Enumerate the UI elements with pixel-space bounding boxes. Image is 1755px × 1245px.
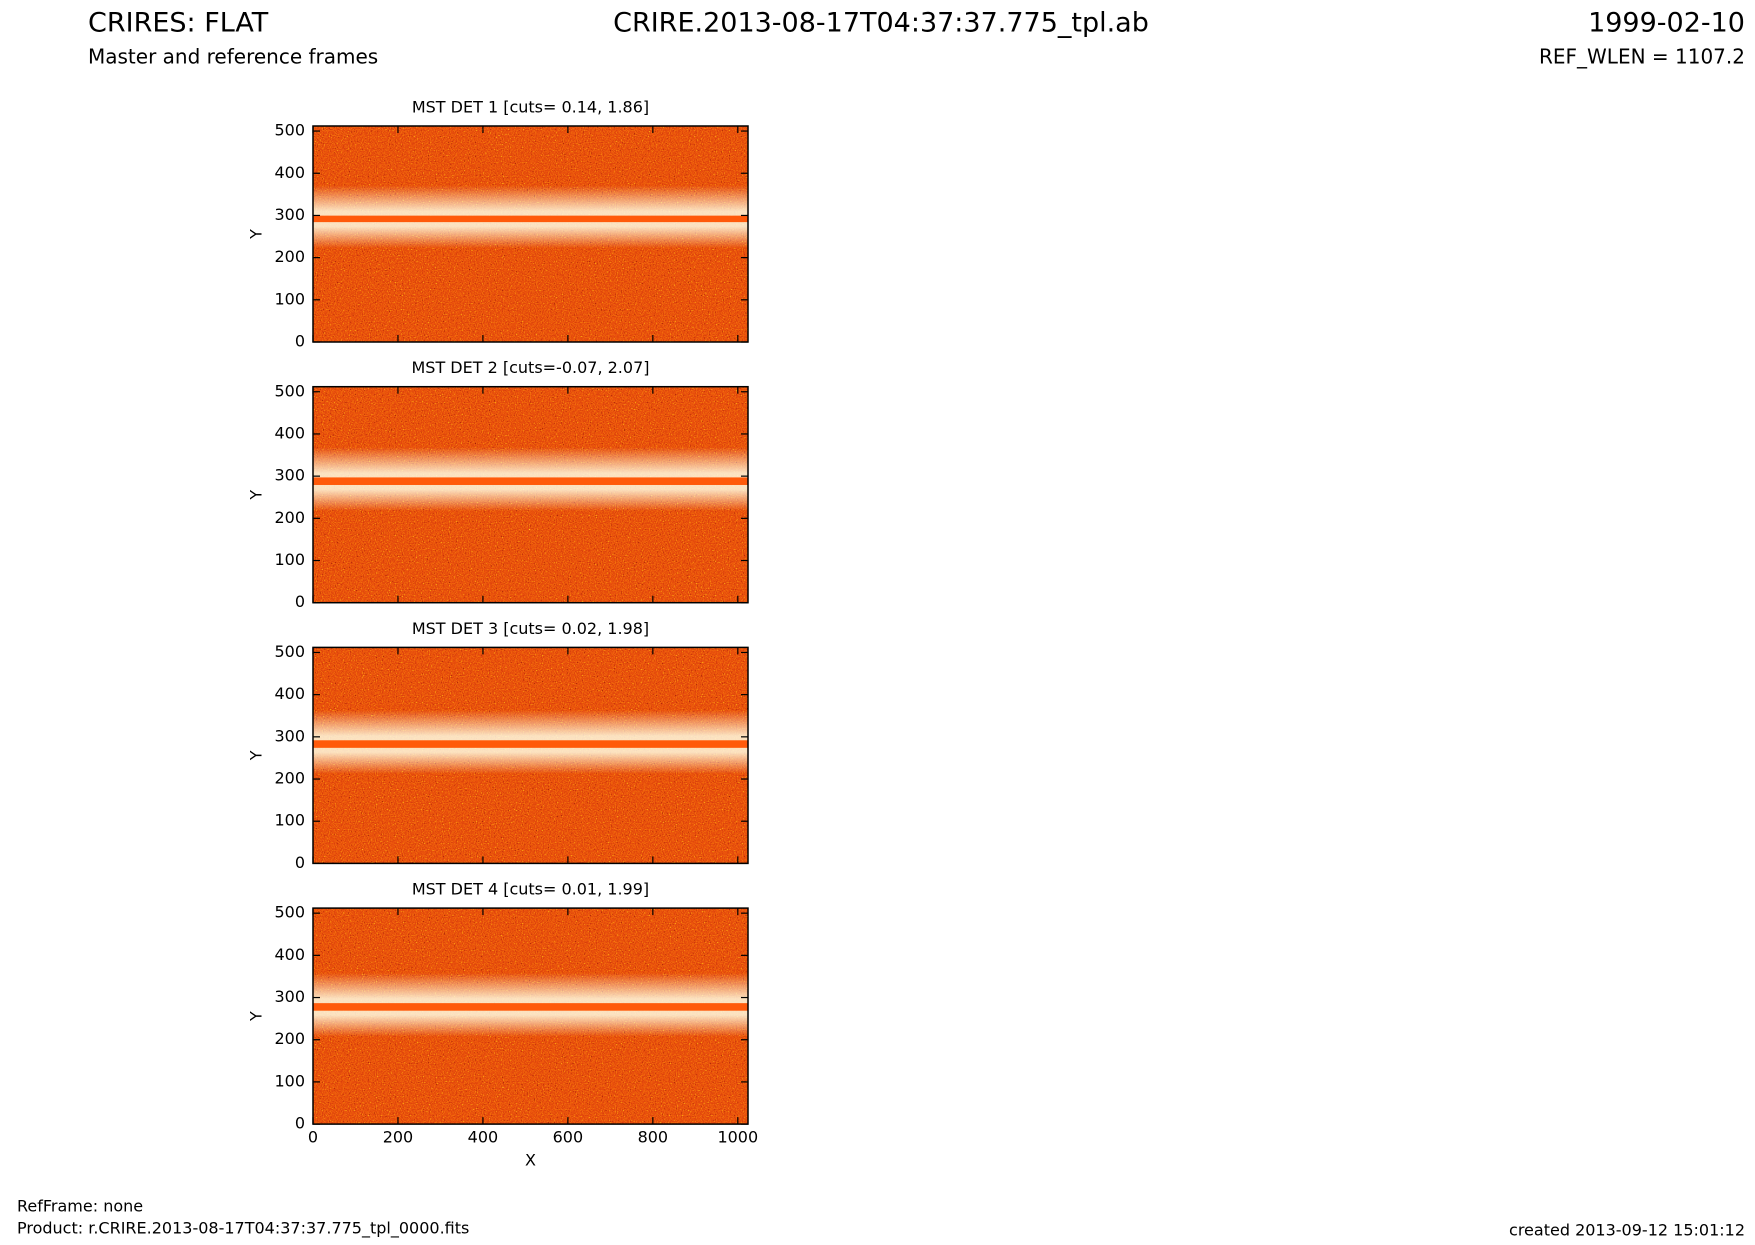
y-tick-label: 400 [274,163,305,182]
x-axis-label: X [525,1151,536,1170]
header-subtitle: Master and reference frames [88,45,378,69]
y-axis-label: Y [247,229,266,240]
x-tick-label: 200 [383,1128,414,1147]
y-tick-label: 100 [274,811,305,830]
plot-frame [312,385,749,604]
panel: MST DET 4 [cuts= 0.01, 1.99] 0 100 200 300 40… [247,880,759,1170]
image-glow [313,647,748,864]
y-tick-label: 200 [274,508,305,527]
image-glow [313,386,748,603]
y-tick-label: 500 [274,903,305,922]
plot-frame [312,907,749,1125]
panel-title: MST DET 3 [cuts= 0.02, 1.98] [412,619,649,638]
y-tick-label: 200 [274,769,305,788]
plot-frame [312,646,749,865]
y-tick-label: 400 [274,684,305,703]
panel-title: MST DET 2 [cuts=-0.07, 2.07] [411,358,649,377]
y-tick-label: 300 [274,205,305,224]
y-tick-label: 0 [295,1114,305,1133]
x-tick-label: 1000 [717,1128,758,1147]
x-tick-label: 0 [308,1128,318,1147]
footer-refframe: RefFrame: none [17,1197,143,1216]
footer-created: created 2013-09-12 15:01:12 [1509,1221,1745,1240]
y-tick-label: 100 [274,1071,305,1090]
y-tick-label: 300 [274,466,305,485]
panel-title: MST DET 4 [cuts= 0.01, 1.99] [412,880,649,899]
y-tick-label: 200 [274,1029,305,1048]
y-axis-label: Y [247,490,266,501]
header-title: CRIRES: FLAT [88,8,269,39]
y-tick-label: 0 [295,853,305,872]
y-tick-label: 200 [274,247,305,266]
y-tick-label: 0 [295,592,305,611]
y-axis-label: Y [247,1011,266,1022]
y-tick-label: 400 [274,945,305,964]
footer-product: Product: r.CRIRE.2013-08-17T04:37:37.775… [17,1219,469,1239]
x-tick-label: 400 [468,1128,499,1147]
header-ref-wlen: REF_WLEN = 1107.2 [1539,45,1745,69]
panel: MST DET 1 [cuts= 0.14, 1.86] 0 100 200 300 40… [247,98,749,351]
y-tick-label: 0 [295,332,305,351]
panel: MST DET 2 [cuts=-0.07, 2.07] 0 100 200 300 40… [247,358,749,611]
y-tick-label: 100 [274,550,305,569]
image-band [313,477,748,485]
y-tick-label: 300 [274,987,305,1006]
panel: MST DET 3 [cuts= 0.02, 1.98] 0 100 200 300 40… [247,619,749,872]
image-band [313,1003,748,1011]
image-band [313,215,748,223]
y-axis-label: Y [247,750,266,761]
image-band [313,740,748,748]
plot-frame [312,125,749,343]
y-tick-label: 500 [274,381,305,400]
y-tick-label: 100 [274,289,305,308]
y-tick-label: 500 [274,121,305,140]
y-tick-label: 300 [274,726,305,745]
y-tick-label: 500 [274,642,305,661]
y-tick-label: 400 [274,423,305,442]
x-tick-label: 800 [638,1128,669,1147]
image-glow [313,126,748,342]
x-tick-label: 600 [553,1128,584,1147]
header-date: 1999-02-10 [1588,8,1745,39]
image-glow [313,908,748,1125]
panel-title: MST DET 1 [cuts= 0.14, 1.86] [412,98,649,117]
header-file: CRIRE.2013-08-17T04:37:37.775_tpl.ab [613,8,1149,39]
